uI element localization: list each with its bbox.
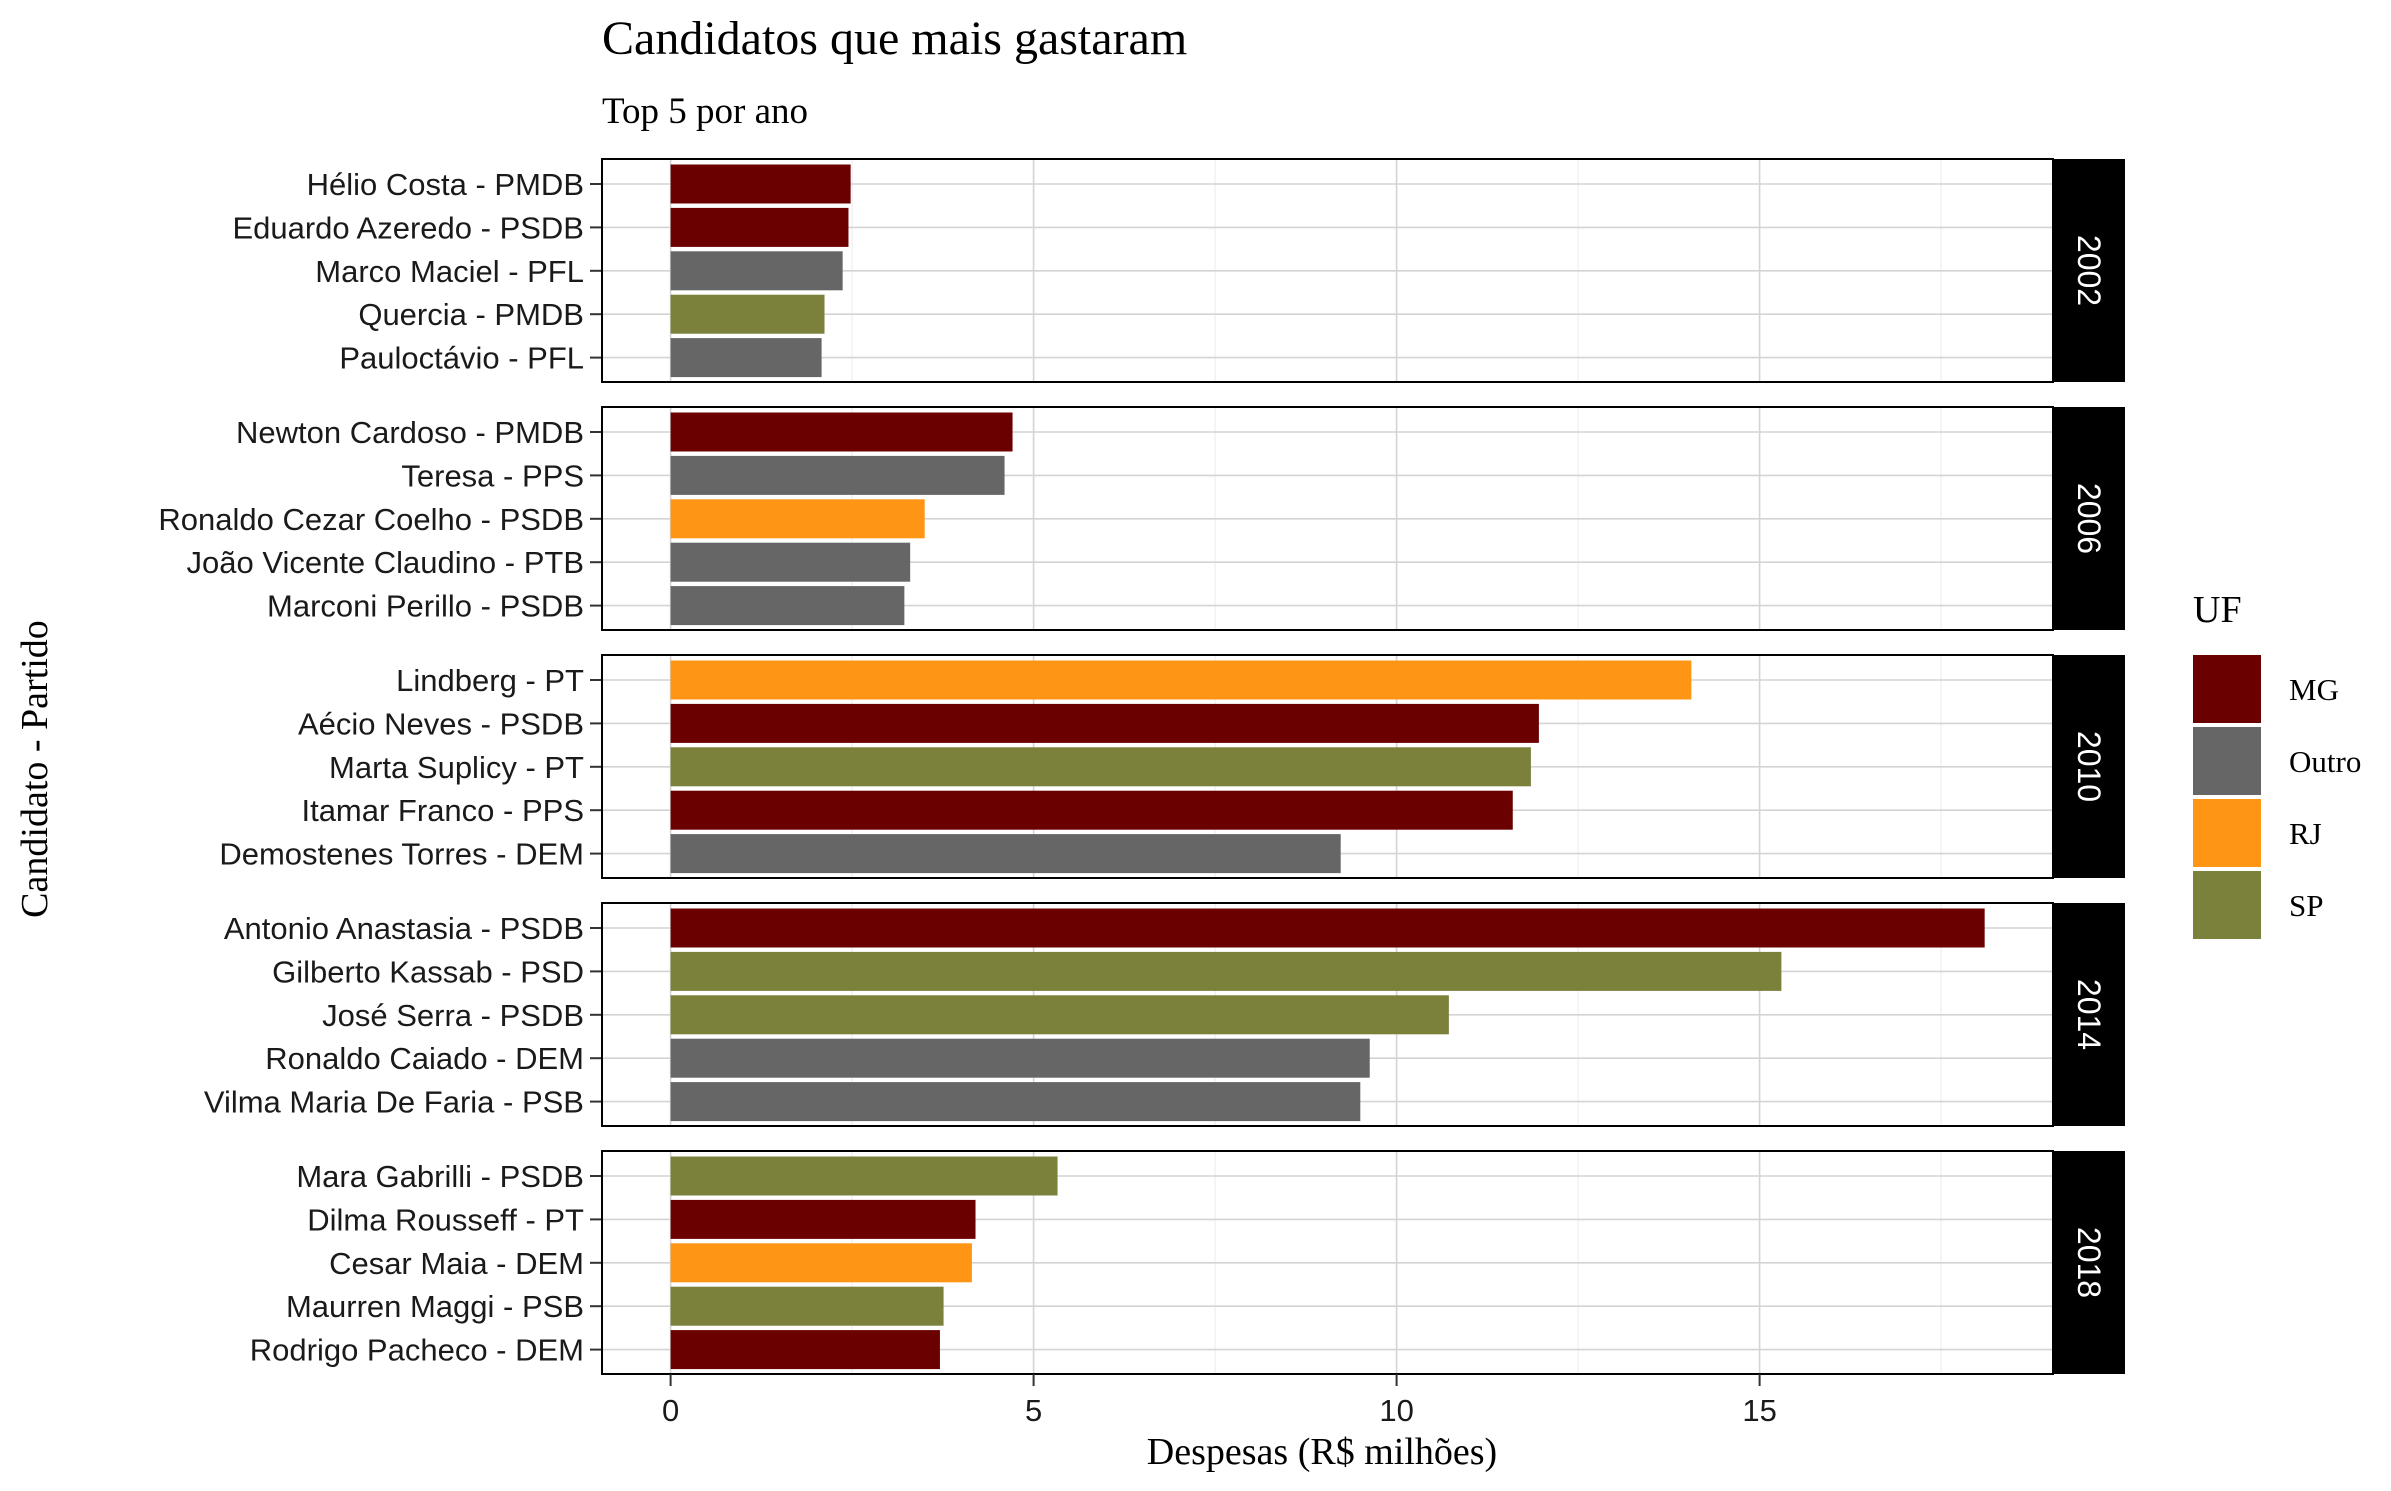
x-axis-label: Despesas (R$ milhões) [1147,1431,1497,1473]
legend-entry-mg: MG [2193,655,2339,723]
y-axis-label: Candidato - Partido [14,620,56,918]
bar [670,455,1005,495]
legend-swatch [2193,655,2261,723]
y-tick-label: Cesar Maia - DEM [329,1246,584,1281]
legend-swatch [2193,871,2261,939]
legend: UF MG Outro RJ SP [2193,589,2361,939]
bar [670,499,925,539]
facet-panels: Hélio Costa - PMDB Eduardo Azeredo - PSDB… [158,158,2125,1375]
y-tick-label: Newton Cardoso - PMDB [236,415,584,450]
facet-strip-label: 2006 [2071,483,2107,554]
y-tick-label: Marta Suplicy - PT [329,750,584,785]
facet-strip [2053,655,2125,878]
legend-label: RJ [2289,816,2322,851]
y-tick-label: Pauloctávio - PFL [339,341,584,376]
legend-entry-sp: SP [2193,871,2323,939]
facet-strip-label: 2002 [2071,235,2107,306]
facet-strip-label: 2018 [2071,1227,2107,1298]
bar [670,951,1782,991]
bar [670,586,905,626]
panel-2010: Lindberg - PT Aécio Neves - PSDB Marta Sup… [219,654,2125,879]
bar [670,338,822,378]
facet-strip-label: 2014 [2071,979,2107,1050]
y-tick-label: Lindberg - PT [396,663,584,698]
y-tick-label: Rodrigo Pacheco - DEM [250,1333,584,1368]
y-tick-label: Dilma Rousseff - PT [307,1202,584,1237]
legend-swatch [2193,727,2261,795]
facet-strip [2053,1151,2125,1374]
panel-2006: Newton Cardoso - PMDB Teresa - PPS Ronaldo… [158,406,2125,631]
x-axis: 0 5 10 15 [662,1374,1777,1428]
panel-2014: Antonio Anastasia - PSDB Gilberto Kassab … [204,902,2125,1127]
y-tick-label: Aécio Neves - PSDB [298,706,584,741]
bar [670,1330,940,1370]
bar [670,660,1692,700]
facet-strip-label: 2010 [2071,731,2107,802]
y-tick-label: Marco Maciel - PFL [315,254,584,289]
facet-strip [2053,407,2125,630]
y-tick-label: Gilberto Kassab - PSD [272,954,584,989]
facet-strip [2053,903,2125,1126]
bar [670,1199,976,1239]
bar [670,995,1449,1035]
y-tick-label: Teresa - PPS [401,458,584,493]
y-tick-label: Marconi Perillo - PSDB [267,589,584,624]
y-tick-label: Ronaldo Cezar Coelho - PSDB [158,502,584,537]
y-tick-label: Mara Gabrilli - PSDB [296,1159,584,1194]
bar [670,251,843,291]
legend-label: Outro [2289,744,2361,779]
bar [670,908,1985,948]
y-tick-label: Quercia - PMDB [358,297,584,332]
bar [670,747,1531,787]
bar [670,1038,1370,1078]
panel-2018: Mara Gabrilli - PSDB Dilma Rousseff - PT C… [250,1150,2125,1375]
y-tick-label: Hélio Costa - PMDB [307,167,584,202]
bar [670,1082,1361,1122]
legend-title: UF [2193,589,2242,631]
y-tick-label: Antonio Anastasia - PSDB [224,911,584,946]
bar [670,834,1341,874]
x-tick-label: 0 [662,1393,679,1428]
y-tick-label: Maurren Maggi - PSB [286,1289,584,1324]
x-tick-label: 10 [1379,1393,1413,1428]
legend-entry-rj: RJ [2193,799,2322,867]
bar [670,207,849,247]
y-tick-label: José Serra - PSDB [322,998,584,1033]
y-tick-label: Demostenes Torres - DEM [219,837,584,872]
bar [670,294,825,334]
bar [670,1243,972,1283]
y-tick-label: Eduardo Azeredo - PSDB [232,210,584,245]
facet-strip [2053,159,2125,382]
bar [670,164,851,204]
bar [670,790,1513,830]
x-tick-label: 5 [1025,1393,1042,1428]
panel-2002: Hélio Costa - PMDB Eduardo Azeredo - PSDB… [232,158,2125,383]
y-tick-label: Itamar Franco - PPS [301,793,584,828]
bar [670,1156,1058,1196]
legend-entries: MG Outro RJ SP [2193,655,2361,939]
x-tick-label: 15 [1742,1393,1776,1428]
chart-subtitle: Top 5 por ano [602,91,808,132]
bar [670,703,1539,743]
legend-label: SP [2289,888,2323,923]
bar [670,542,911,582]
y-tick-label: João Vicente Claudino - PTB [187,545,585,580]
bar [670,1286,944,1326]
bar [670,412,1013,452]
legend-label: MG [2289,672,2339,707]
legend-swatch [2193,799,2261,867]
legend-entry-outro: Outro [2193,727,2361,795]
chart-title: Candidatos que mais gastaram [602,12,1187,65]
y-tick-label: Vilma Maria De Faria - PSB [204,1085,584,1120]
y-tick-label: Ronaldo Caiado - DEM [265,1041,584,1076]
